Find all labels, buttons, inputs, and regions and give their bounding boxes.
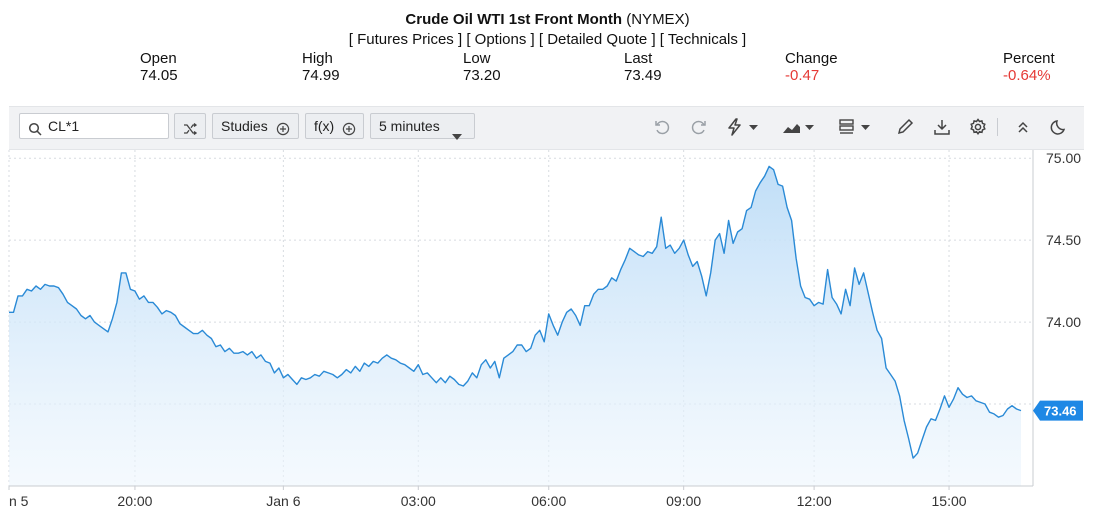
moon-icon[interactable] <box>1049 117 1071 137</box>
toolbar-divider <box>997 118 998 136</box>
technicals-link[interactable]: [ Technicals ] <box>659 31 747 48</box>
change-value: -0.47 <box>785 67 820 84</box>
x-tick-label: 12:00 <box>797 493 832 509</box>
open-label: Open <box>140 50 177 67</box>
x-tick-label: 06:00 <box>531 493 566 509</box>
x-tick-label: 03:00 <box>401 493 436 509</box>
futures-prices-link[interactable]: [ Futures Prices ] <box>348 31 463 48</box>
percent-label: Percent <box>1003 50 1055 67</box>
chevron-down-icon <box>452 123 462 147</box>
open-stat: Open 74.05 <box>140 50 178 84</box>
chart-toolbar: CL*1 Studies f(x) 5 minutes <box>9 106 1084 150</box>
y-axis-ticks: 75.00 74.50 74.00 <box>1046 150 1081 330</box>
plus-circle-icon <box>342 119 356 143</box>
shuffle-icon <box>183 119 198 143</box>
price-line <box>9 165 1022 459</box>
percent-value: -0.64% <box>1003 67 1051 84</box>
percent-stat: Percent -0.64% <box>1003 50 1055 84</box>
high-stat: High 74.99 <box>302 50 340 84</box>
page-title: Crude Oil WTI 1st Front Month (NYMEX) <box>0 11 1095 28</box>
detailed-quote-link[interactable]: [ Detailed Quote ] <box>538 31 656 48</box>
interval-value: 5 minutes <box>379 118 440 134</box>
x-tick-label: 20:00 <box>117 493 152 509</box>
studies-label: Studies <box>221 118 268 134</box>
y-tick-label: 74.50 <box>1046 232 1081 248</box>
pencil-icon[interactable] <box>895 117 917 137</box>
x-tick-label: 09:00 <box>666 493 701 509</box>
redo-icon[interactable] <box>689 117 711 137</box>
studies-button[interactable]: Studies <box>212 113 299 139</box>
lightning-icon[interactable] <box>725 117 765 137</box>
symbol-value: CL*1 <box>48 118 80 134</box>
download-icon[interactable] <box>932 117 954 137</box>
compare-button[interactable] <box>174 113 206 139</box>
open-value: 74.05 <box>140 67 178 84</box>
area-chart-icon[interactable] <box>781 117 821 137</box>
last-price-marker: 73.46 <box>1033 400 1083 421</box>
exchange-name: (NYMEX) <box>626 11 690 28</box>
plus-circle-icon <box>276 119 290 143</box>
symbol-search-input[interactable]: CL*1 <box>19 113 169 139</box>
high-value: 74.99 <box>302 67 340 84</box>
last-value: 73.49 <box>624 67 662 84</box>
function-label: f(x) <box>314 118 335 134</box>
function-button[interactable]: f(x) <box>305 113 364 139</box>
change-stat: Change -0.47 <box>785 50 838 84</box>
x-tick-label: n 5 <box>9 493 29 509</box>
chevrons-up-icon[interactable] <box>1013 117 1035 137</box>
quote-links: [ Futures Prices ] [ Options ] [ Detaile… <box>0 31 1095 48</box>
interval-select[interactable]: 5 minutes <box>370 113 475 140</box>
undo-icon[interactable] <box>652 117 674 137</box>
x-tick-label: 15:00 <box>932 493 967 509</box>
last-stat: Last 73.49 <box>624 50 662 84</box>
x-axis-ticks: n 5 20:00 Jan 6 03:00 06:00 09:00 12:00 15:00 <box>8 486 967 509</box>
low-label: Low <box>463 50 491 67</box>
last-price-label: 73.46 <box>1044 404 1077 419</box>
options-link[interactable]: [ Options ] <box>466 31 535 48</box>
low-value: 73.20 <box>463 67 501 84</box>
last-label: Last <box>624 50 653 67</box>
price-chart[interactable]: 75.00 74.50 74.00 n 5 20:00 Jan 6 03:00 06:00 0… <box>0 148 1095 513</box>
low-stat: Low 73.20 <box>463 50 501 84</box>
high-label: High <box>302 50 333 67</box>
instrument-name: Crude Oil WTI 1st Front Month <box>405 11 623 28</box>
price-area <box>9 166 1021 486</box>
x-tick-label: Jan 6 <box>266 493 300 509</box>
template-icon[interactable] <box>837 117 877 137</box>
change-label: Change <box>785 50 838 67</box>
y-tick-label: 75.00 <box>1046 150 1081 166</box>
y-tick-label: 74.00 <box>1046 314 1081 330</box>
search-icon <box>28 119 42 143</box>
gear-icon[interactable] <box>968 117 990 137</box>
